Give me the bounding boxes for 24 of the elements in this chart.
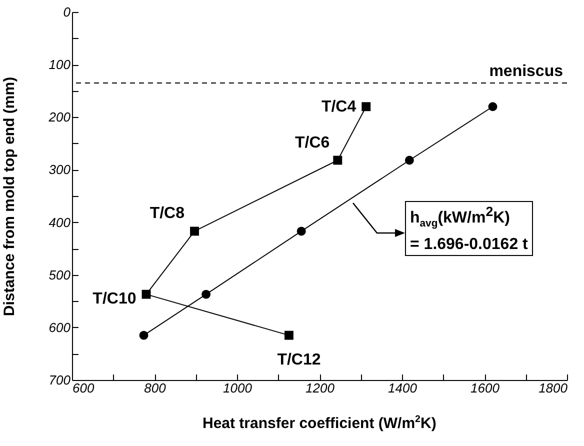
y-tick-label: 200 xyxy=(48,110,72,125)
y-axis-title: Distance from mold top end (mm) xyxy=(1,76,18,316)
x-tick-label: 1200 xyxy=(306,380,336,396)
y-tick-label: 0 xyxy=(63,4,72,20)
x-tick-label: 1400 xyxy=(388,380,418,396)
x-tick-label: 800 xyxy=(144,380,167,396)
x-tick-label: 1600 xyxy=(470,380,500,396)
y-tick-label: 100 xyxy=(48,57,72,72)
y-tick-label: 700 xyxy=(48,372,72,388)
y-tick-label: 400 xyxy=(48,214,72,230)
annotation: T/C10 xyxy=(92,290,136,308)
x-tick-label: 1000 xyxy=(223,380,253,396)
annotation: T/C8 xyxy=(150,205,185,222)
x-tick-label: 600 xyxy=(72,380,95,396)
x-tick-label: 1800 xyxy=(538,380,568,396)
annotation: T/C12 xyxy=(277,351,321,368)
annotation: h$_{avg}$(kW/m$^{2}$K) = 1.696-0.0162 t xyxy=(405,201,533,256)
y-tick-label: 500 xyxy=(48,267,72,282)
annotation: T/C4 xyxy=(321,98,356,116)
y-tick-label: 600 xyxy=(48,320,72,335)
y-tick-label: 300 xyxy=(48,162,72,178)
x-axis-title: Heat transfer coefficient (W/m$^{2}$K) xyxy=(202,414,436,432)
ref-line-label: meniscus xyxy=(489,62,564,80)
annotation: T/C6 xyxy=(294,134,330,152)
